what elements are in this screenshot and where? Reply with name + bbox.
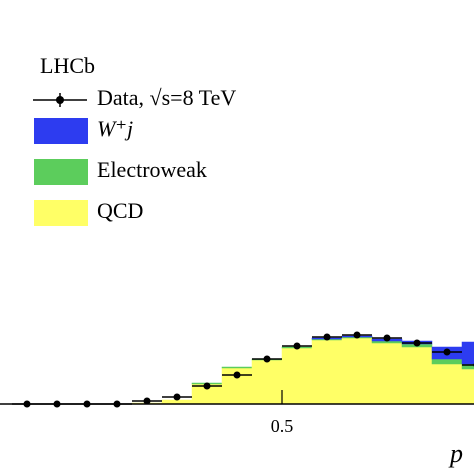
data-point	[353, 331, 361, 339]
legend-label: Electroweak	[97, 157, 207, 182]
legend-label: Data, √s=8 TeV	[97, 85, 236, 110]
annotation: LHCb	[40, 53, 95, 78]
legend-data-marker	[56, 96, 64, 104]
x-tick-label: 0.5	[271, 416, 294, 436]
data-point	[383, 334, 391, 342]
legend-swatch	[34, 159, 88, 185]
data-point	[323, 333, 331, 341]
legend-swatch	[34, 118, 88, 144]
data-point	[293, 342, 301, 350]
plot-area	[131, 335, 474, 404]
histogram-bar	[251, 359, 283, 404]
histogram-bar	[431, 363, 463, 404]
histogram-bar	[341, 337, 373, 404]
x-axis-label: p	[448, 439, 463, 468]
histogram-bar	[461, 341, 474, 365]
histogram-bar	[461, 368, 474, 404]
data-point	[203, 382, 211, 390]
data-point	[143, 397, 151, 405]
histogram-bar	[281, 347, 313, 404]
data-point	[173, 393, 181, 401]
histogram-bar	[431, 358, 463, 365]
legend-label: QCD	[97, 198, 143, 223]
data-point	[443, 348, 451, 356]
legend-swatch	[34, 200, 88, 226]
histogram-bar	[461, 363, 474, 370]
histogram-bar	[221, 366, 253, 369]
data-point	[263, 355, 271, 363]
histogram-bar	[371, 342, 403, 404]
data-point	[233, 371, 241, 379]
histogram-bar	[311, 339, 343, 404]
legend: Data, √s=8 TeV W⁺j Electroweak QCD	[33, 85, 236, 226]
data-point	[413, 339, 421, 347]
legend-label: W⁺j	[97, 116, 133, 141]
histogram-bar	[401, 346, 433, 404]
